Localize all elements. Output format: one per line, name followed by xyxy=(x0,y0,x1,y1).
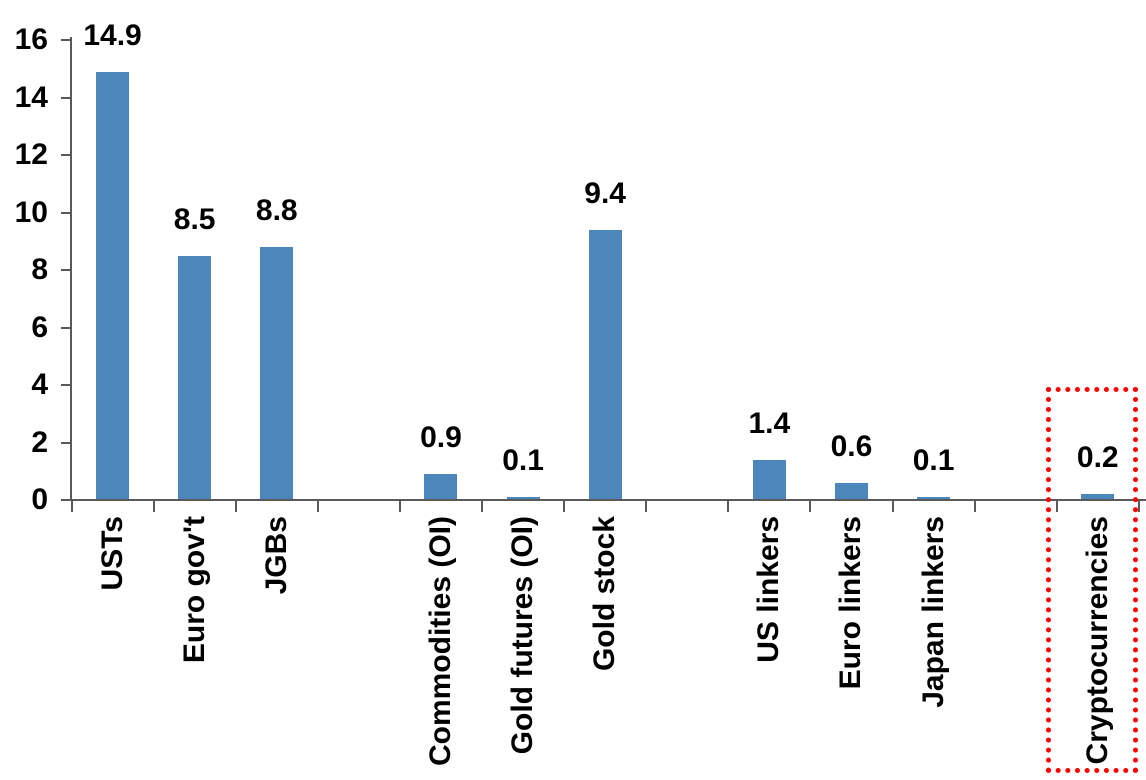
x-tick-mark xyxy=(234,500,237,512)
y-tick-mark xyxy=(61,39,71,41)
category-label-jgbs: JGBs xyxy=(259,516,293,595)
x-tick-mark xyxy=(481,500,483,512)
y-tick-label: 10 xyxy=(14,195,48,229)
bar-euro-gov-t xyxy=(178,255,212,500)
x-tick-mark xyxy=(316,500,319,512)
y-tick-label: 8 xyxy=(31,253,48,286)
highlight-box xyxy=(1046,387,1138,773)
bar-gold-stock xyxy=(588,229,622,500)
bar-gold-futures-oi xyxy=(506,497,540,500)
y-tick-label: 6 xyxy=(31,310,48,344)
x-tick-mark xyxy=(152,500,155,512)
y-tick-mark xyxy=(61,441,71,444)
x-tick-mark xyxy=(398,500,401,512)
bar-jgbs xyxy=(260,247,294,500)
bar-us-linkers xyxy=(752,459,786,500)
y-tick-mark xyxy=(61,211,71,214)
y-tick-mark xyxy=(61,269,71,271)
x-tick-mark xyxy=(563,500,566,512)
value-label-gold-futures-oi: 0.1 xyxy=(502,444,544,478)
x-tick-mark xyxy=(1055,500,1058,512)
bar-euro-linkers xyxy=(834,482,868,500)
y-tick-label: 16 xyxy=(14,23,48,56)
y-tick-mark xyxy=(61,384,71,386)
x-tick-mark xyxy=(645,500,648,512)
value-label-usts: 14.9 xyxy=(83,18,142,52)
y-tick-label: 0 xyxy=(31,483,48,516)
y-tick-label: 2 xyxy=(31,425,48,459)
bar-usts xyxy=(96,71,130,500)
x-tick-mark xyxy=(727,500,730,512)
y-axis-line xyxy=(70,37,72,501)
y-tick-label: 4 xyxy=(31,368,48,401)
bar-cryptocurrencies xyxy=(1081,494,1115,500)
category-label-euro-linkers: Euro linkers xyxy=(834,516,868,690)
y-tick-mark xyxy=(61,154,71,156)
category-label-commodities-oi: Commodities (OI) xyxy=(423,516,457,767)
category-label-us-linkers: US linkers xyxy=(752,516,786,663)
y-tick-label: 14 xyxy=(14,80,48,114)
value-label-cryptocurrencies: 0.2 xyxy=(1076,441,1119,475)
value-label-euro-linkers: 0.6 xyxy=(830,429,873,463)
value-label-euro-gov-t: 8.5 xyxy=(173,202,216,236)
value-label-japan-linkers: 0.1 xyxy=(912,444,955,478)
value-label-jgbs: 8.8 xyxy=(255,194,298,227)
x-tick-mark xyxy=(1137,500,1140,512)
category-label-gold-futures-oi: Gold futures (OI) xyxy=(506,516,540,755)
bar-commodities-oi xyxy=(424,474,458,500)
x-tick-mark xyxy=(70,500,73,512)
y-tick-mark xyxy=(61,326,71,329)
category-label-gold-stock: Gold stock xyxy=(588,516,622,672)
y-tick-label: 12 xyxy=(14,138,48,171)
x-tick-mark xyxy=(891,500,894,512)
y-tick-mark xyxy=(61,499,71,501)
value-label-commodities-oi: 0.9 xyxy=(420,421,462,455)
value-label-us-linkers: 1.4 xyxy=(748,406,791,440)
bar-japan-linkers xyxy=(917,497,951,500)
x-tick-mark xyxy=(973,500,976,512)
category-label-usts: USTs xyxy=(95,516,129,591)
y-tick-mark xyxy=(61,96,71,99)
x-axis-line xyxy=(70,499,1146,501)
category-label-japan-linkers: Japan linkers xyxy=(916,516,950,708)
category-label-euro-gov-t: Euro gov't xyxy=(177,516,211,664)
x-tick-mark xyxy=(809,500,812,512)
value-label-gold-stock: 9.4 xyxy=(584,176,626,210)
